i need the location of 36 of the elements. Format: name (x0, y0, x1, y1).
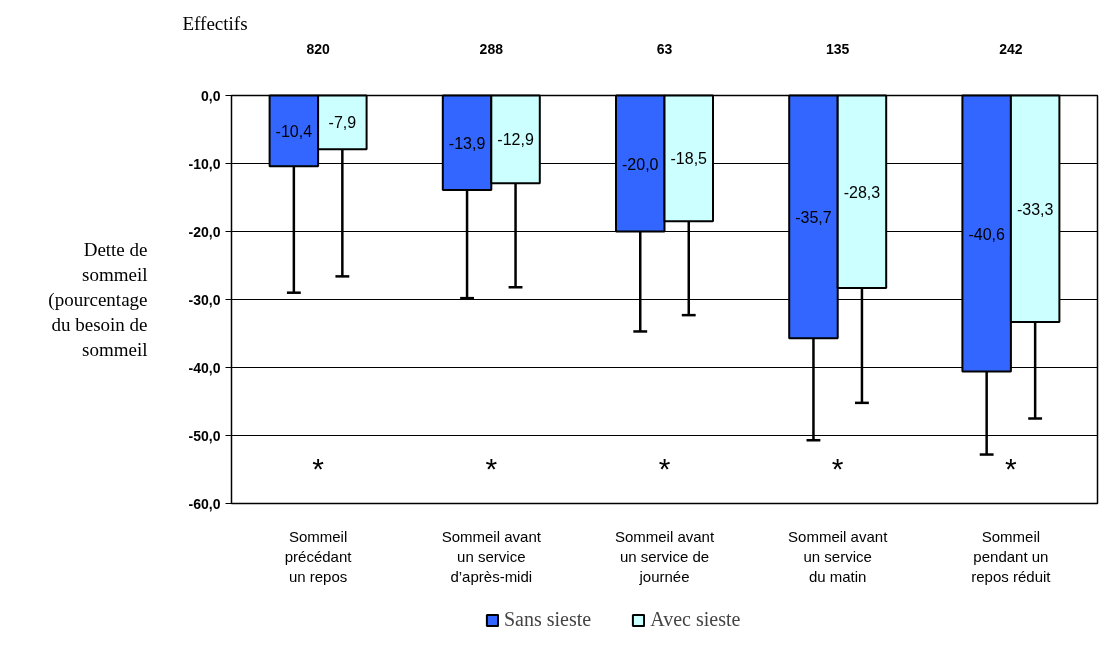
text: 288 (479, 40, 504, 57)
y-tick-label: 0,0 (201, 87, 221, 104)
y-axis-title: Dette de sommeil (pourcentage du besoin de sommeil (48, 238, 148, 361)
annotation: * (1005, 452, 1018, 486)
data-label: -28,3 (843, 183, 881, 201)
y-tick-label: -40,0 (188, 359, 221, 376)
y-tick-label: -20,0 (188, 223, 221, 240)
annotation: * (658, 452, 671, 486)
data-label: -18,5 (670, 150, 708, 168)
data-label: -20,0 (622, 155, 659, 173)
y-tick-label: -10,0 (188, 155, 221, 172)
annotation: * (831, 452, 844, 486)
text: 135 (826, 40, 850, 57)
data-label: -33,3 (1016, 200, 1054, 218)
data-label: -7,9 (328, 114, 357, 132)
text: 63 (656, 40, 673, 57)
x-tick-label: Sommeil précédant un repos (284, 527, 353, 586)
annotation: * (485, 452, 498, 486)
x-tick-label: Sommeil avant un service du matin (788, 527, 889, 586)
data-label: -10,4 (275, 122, 313, 140)
text: 242 (999, 40, 1023, 57)
data-label: -35,7 (795, 208, 832, 226)
data-label: -13,9 (448, 134, 486, 152)
text: 820 (306, 40, 330, 57)
text: Effectifs (182, 12, 248, 34)
x-tick-label: Sommeil pendant un repos réduit (971, 527, 1052, 586)
y-tick-label: -50,0 (188, 427, 221, 444)
x-tick-label: Sommeil avant un service de journée (614, 527, 715, 586)
data-label: -12,9 (497, 131, 534, 149)
data-label: -40,6 (968, 225, 1005, 243)
legend-label: Sans sieste (504, 608, 592, 631)
x-tick-label: Sommeil avant un service d’après-midi (441, 527, 542, 586)
legend-label: Avec sieste (650, 608, 741, 631)
y-tick-label: -30,0 (188, 291, 221, 308)
annotation: * (312, 452, 325, 486)
y-tick-label: -60,0 (188, 495, 221, 512)
